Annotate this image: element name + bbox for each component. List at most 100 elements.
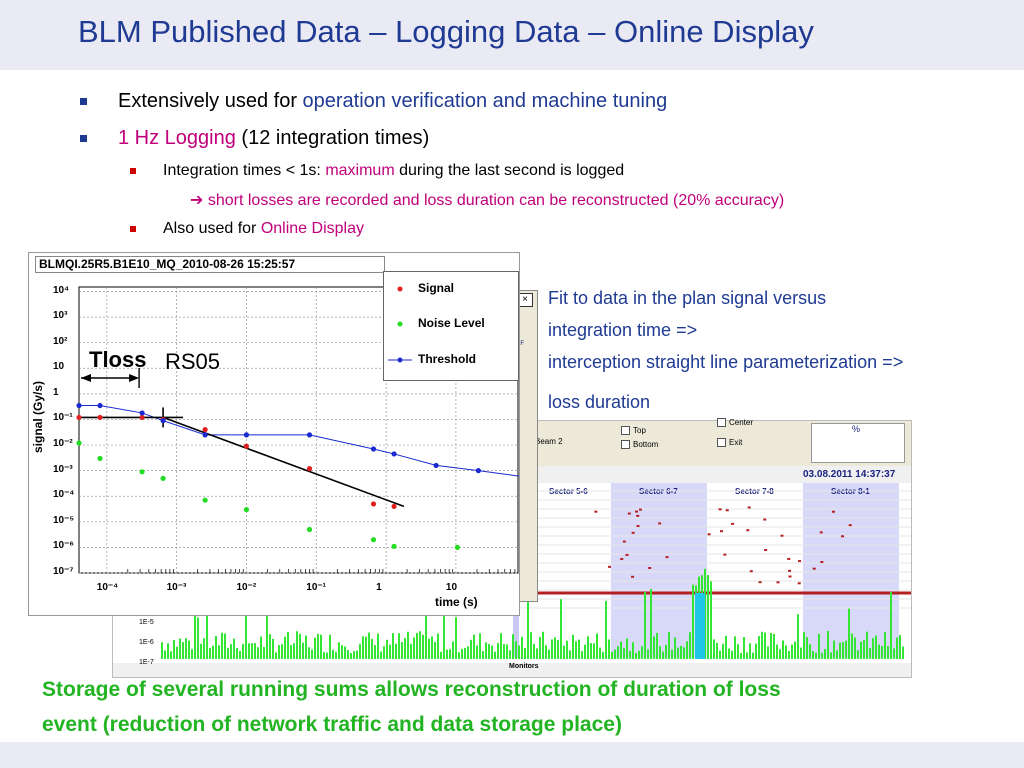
checkbox-top[interactable]: Top xyxy=(621,426,646,436)
od-loss-bar xyxy=(566,640,568,659)
data-point-noise xyxy=(243,507,250,513)
od-loss-bar xyxy=(239,651,241,659)
od-loss-bar xyxy=(878,644,880,659)
legend-marker-noise xyxy=(397,321,403,327)
od-loss-bar xyxy=(881,646,883,659)
od-loss-bar xyxy=(530,632,532,659)
od-loss-bar xyxy=(788,650,790,659)
y-tick-label: 10⁻⁵ xyxy=(53,514,75,526)
data-point-threshold xyxy=(76,402,82,409)
x-tick-label: 10⁻¹ xyxy=(306,582,326,593)
od-loss-bar xyxy=(197,617,199,659)
od-loss-bar xyxy=(170,651,172,659)
data-point-noise xyxy=(306,526,313,533)
od-loss-bar xyxy=(860,641,862,659)
od-loss-bar xyxy=(674,637,676,659)
od-loss-bar xyxy=(338,642,340,659)
od-loss-bar xyxy=(818,633,820,659)
od-loss-bar xyxy=(506,644,508,659)
od-red-dot xyxy=(718,508,722,511)
od-loss-bar xyxy=(785,645,787,659)
checkbox-bottom[interactable]: Bottom xyxy=(621,440,658,450)
green-loss-bars xyxy=(161,568,904,659)
od-loss-bar xyxy=(869,647,871,659)
od-loss-bar xyxy=(281,644,283,659)
od-loss-bar xyxy=(308,647,310,659)
data-point-threshold xyxy=(202,432,208,438)
note-line-2: integration time => xyxy=(548,320,698,340)
od-loss-bar xyxy=(689,632,691,659)
y-tick-label: 10⁴ xyxy=(53,284,70,296)
od-loss-bar xyxy=(173,640,175,659)
od-loss-bar xyxy=(887,646,889,659)
od-red-dot xyxy=(788,575,792,578)
data-point-threshold xyxy=(306,432,313,438)
od-loss-bar xyxy=(527,602,529,659)
od-loss-bar xyxy=(560,599,562,659)
od-loss-bar xyxy=(614,649,616,659)
bullet-text: Extensively used for operation verificat… xyxy=(118,90,667,113)
od-loss-bar xyxy=(533,643,535,659)
od-loss-bar xyxy=(899,635,901,659)
plot-svg xyxy=(76,286,519,574)
od-loss-bar xyxy=(581,651,583,659)
fit-line xyxy=(162,416,405,508)
tloss-annotation: Tloss xyxy=(89,347,147,372)
od-loss-bar xyxy=(269,634,271,659)
od-loss-bar xyxy=(491,645,493,659)
subbullet-text: Also used for Online Display xyxy=(163,220,364,238)
close-icon[interactable]: × xyxy=(517,293,533,307)
data-point-noise xyxy=(202,497,208,503)
od-loss-bar xyxy=(764,632,766,659)
bullet-highlight: 1 Hz Logging xyxy=(118,127,236,149)
bullet-text: 1 Hz Logging (12 integration times) xyxy=(118,127,429,150)
od-red-dot xyxy=(636,514,640,517)
od-loss-bar xyxy=(449,649,451,659)
od-loss-bar xyxy=(632,642,634,659)
data-point-signal xyxy=(97,414,103,421)
od-loss-bar xyxy=(446,649,448,659)
od-loss-bar xyxy=(434,641,436,659)
chart-title: BLMQI.25R5.B1E10_MQ_2010-08-26 15:25:57 xyxy=(39,257,296,271)
od-loss-bar xyxy=(737,644,739,659)
percent-label: % xyxy=(852,424,861,434)
od-red-dot xyxy=(831,510,835,513)
checkbox-center[interactable]: Center xyxy=(717,418,753,428)
od-loss-bar xyxy=(767,646,769,659)
od-red-dot xyxy=(658,522,662,525)
checkbox-exit[interactable]: Exit xyxy=(717,438,742,448)
od-red-dot xyxy=(763,518,767,521)
od-red-dot xyxy=(776,581,780,584)
od-red-dot xyxy=(749,570,753,573)
od-loss-bar xyxy=(647,649,649,659)
od-loss-bar xyxy=(836,650,838,659)
od-loss-bar xyxy=(782,640,784,659)
bullet-square xyxy=(80,135,87,142)
od-loss-bar xyxy=(167,643,169,659)
od-loss-bar xyxy=(800,647,802,659)
od-loss-bar xyxy=(503,644,505,659)
y-tick: 1E-6 xyxy=(139,639,154,646)
od-red-dot xyxy=(622,540,626,543)
y-tick-label: 10³ xyxy=(53,310,68,322)
data-point-noise xyxy=(391,543,397,549)
y-tick-label: 10⁻¹ xyxy=(53,412,73,424)
od-loss-bar xyxy=(803,632,805,659)
od-loss-bar xyxy=(626,638,628,659)
od-loss-bar xyxy=(260,636,262,659)
od-loss-bar xyxy=(638,650,640,659)
od-loss-bar xyxy=(425,614,427,659)
od-loss-bar xyxy=(437,633,439,659)
od-loss-bar xyxy=(230,644,232,659)
od-loss-bar xyxy=(821,652,823,659)
od-loss-bar xyxy=(374,645,376,659)
od-red-dot xyxy=(798,560,802,563)
y-tick-label: 10⁻⁷ xyxy=(53,566,74,577)
od-loss-bar xyxy=(791,644,793,659)
timestamp: 03.08.2011 14:37:37 xyxy=(803,469,896,480)
od-loss-bar xyxy=(344,646,346,659)
series-line-threshold xyxy=(79,405,519,477)
data-point-threshold xyxy=(243,432,250,438)
od-loss-bar xyxy=(590,643,592,659)
y-tick-label: 10² xyxy=(53,335,68,347)
